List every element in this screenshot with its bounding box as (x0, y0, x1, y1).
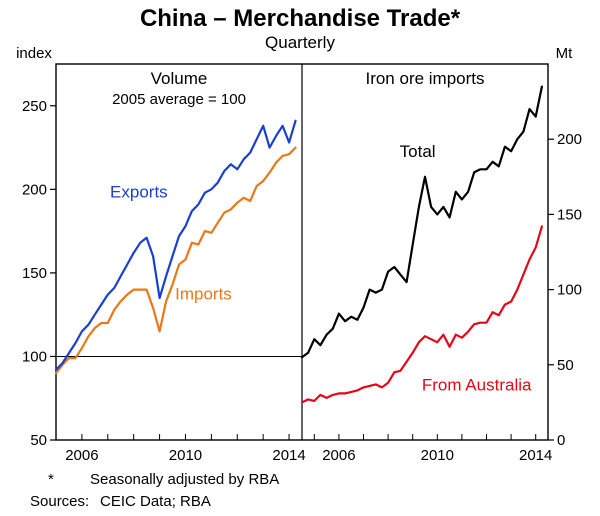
chart-title: China – Merchandise Trade* (140, 5, 461, 32)
left-ytick: 200 (22, 181, 47, 198)
left-panel-title: Volume (151, 69, 208, 88)
left-ytick: 250 (22, 98, 47, 115)
chart-container: China – Merchandise Trade*Quarterly index… (0, 0, 600, 516)
xtick: 2006 (322, 447, 355, 464)
left-panel-subtitle: 2005 average = 100 (112, 91, 246, 108)
total-label: Total (400, 142, 436, 161)
right-ytick: 100 (557, 282, 582, 299)
left-y-axis-label: index (16, 45, 52, 62)
xtick: 2014 (519, 447, 552, 464)
imports-label: Imports (175, 285, 232, 304)
chart-subtitle: Quarterly (265, 33, 335, 52)
imports-line (56, 148, 296, 374)
chart-svg: China – Merchandise Trade*Quarterly index… (0, 0, 600, 516)
total-line (302, 87, 542, 358)
right-ytick: 0 (557, 432, 565, 449)
left-ytick: 50 (30, 432, 47, 449)
sources-text: CEIC Data; RBA (100, 493, 211, 510)
exports-label: Exports (110, 183, 168, 202)
footnote-marker: * (48, 471, 54, 488)
right-y-axis-label: Mt (556, 45, 573, 62)
left-ytick: 150 (22, 265, 47, 282)
right-ytick: 150 (557, 206, 582, 223)
right-ytick: 50 (557, 357, 574, 374)
left-ytick: 100 (22, 348, 47, 365)
xtick: 2014 (272, 447, 305, 464)
xtick: 2006 (65, 447, 98, 464)
xtick: 2010 (421, 447, 454, 464)
right-panel-title: Iron ore imports (365, 69, 484, 88)
right-ytick: 200 (557, 131, 582, 148)
footnote-text: Seasonally adjusted by RBA (90, 471, 279, 488)
from-australia-label: From Australia (422, 375, 532, 394)
sources-label: Sources: (30, 493, 89, 510)
xtick: 2010 (169, 447, 202, 464)
